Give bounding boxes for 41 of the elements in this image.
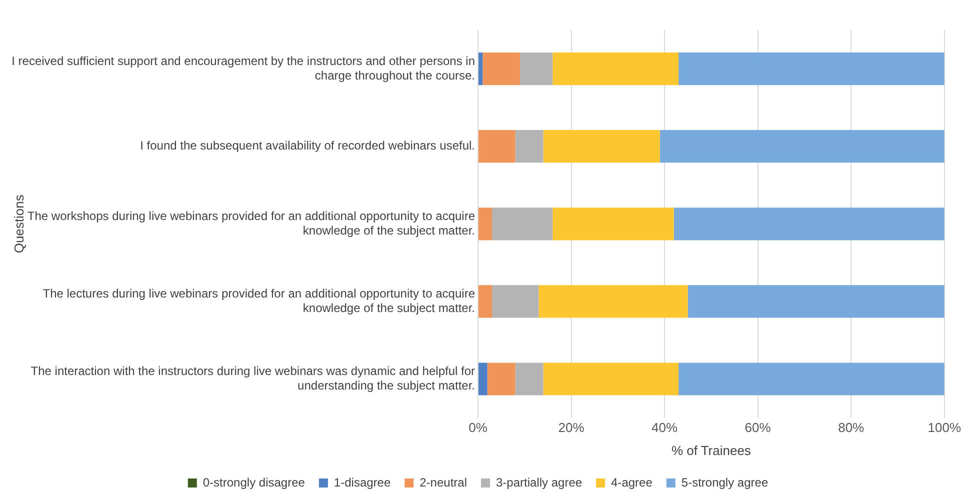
- x-tick-label: 80%: [838, 420, 865, 436]
- bar: [492, 285, 539, 318]
- bar: [478, 130, 516, 163]
- y-tick-label: The workshops during live webinars provided for an additional opportunity to acquire knowledge of the subject matter.: [27, 209, 476, 238]
- bar: [478, 208, 492, 240]
- bar: [482, 52, 520, 86]
- x-tick-label: 20%: [558, 420, 585, 436]
- x-tick-label: 0%: [468, 420, 488, 436]
- y-tick-label: The lectures during live webinars provided for an additional opportunity to acquire knowledge of the subject matter.: [42, 286, 476, 315]
- legend-label: 1-disagree: [334, 475, 391, 490]
- bar: [678, 362, 944, 396]
- bar: [478, 285, 492, 318]
- bar: [538, 285, 688, 318]
- bar: [478, 52, 483, 86]
- bar: [478, 362, 488, 396]
- bar: [552, 208, 674, 240]
- x-tick-label: 40%: [652, 420, 678, 436]
- legend-label: 3-partially agree: [496, 475, 582, 490]
- y-tick-label: I received sufficient support and encouragement by the instructors and other persons in charge throughout the course.: [12, 54, 475, 82]
- bar: [674, 208, 944, 240]
- x-tick-label: 60%: [744, 420, 772, 436]
- legend-label: 2-neutral: [420, 475, 468, 490]
- legend-label: 4-agree: [611, 475, 653, 490]
- x-tick-label: 100%: [928, 420, 962, 436]
- bar: [515, 362, 544, 396]
- legend-label: 0-strongly disagree: [202, 475, 306, 490]
- bar: [492, 208, 553, 240]
- bar: [678, 52, 944, 86]
- legend-label: 5-strongly agree: [681, 475, 768, 490]
- x-axis-title: % of Trainees: [671, 442, 752, 458]
- y-tick-label: I found the subsequent availability of recorded webinars useful.: [140, 138, 475, 153]
- bar: [487, 362, 516, 396]
- bar: [543, 130, 660, 163]
- bar: [660, 130, 944, 163]
- y-tick-label: The interaction with the instructors during live webinars was dynamic and helpful for understanding the subject matter.: [30, 364, 475, 393]
- bar: [543, 362, 679, 396]
- y-axis-title: Questions: [11, 194, 26, 254]
- bar: [520, 52, 553, 86]
- bar: [688, 285, 944, 318]
- bar: [552, 52, 679, 86]
- bar: [515, 130, 544, 163]
